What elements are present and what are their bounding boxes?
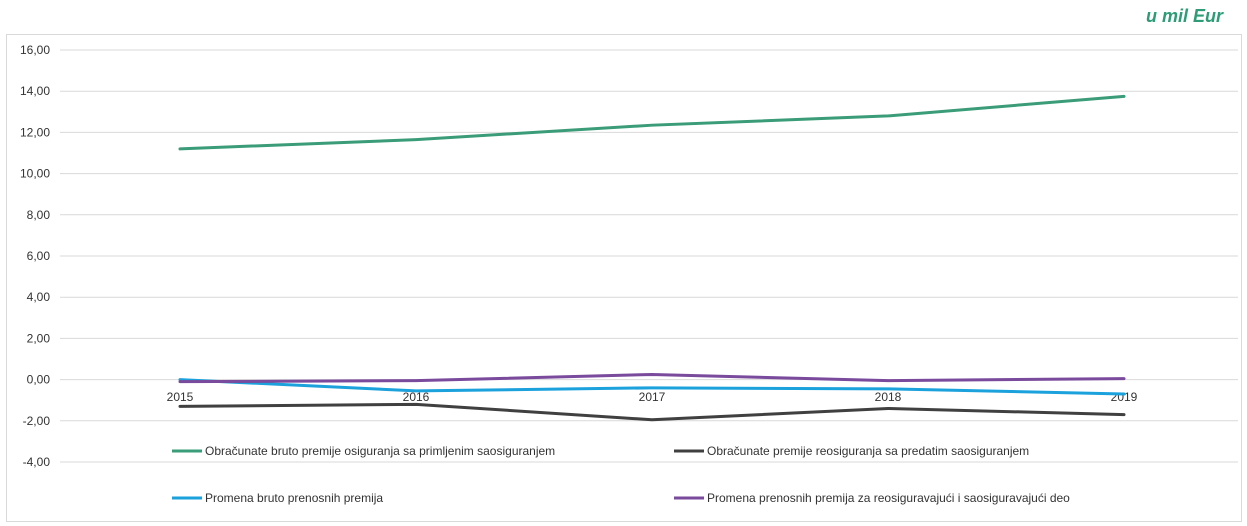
legend-label-1: Obračunate bruto premije osiguranja sa p… <box>205 444 555 458</box>
legend-label-3: Promena bruto prenosnih premija <box>205 491 383 505</box>
series-line-4 <box>178 372 1126 384</box>
series-line-3 <box>178 378 1126 396</box>
legend-label-2: Obračunate premije reosiguranja sa preda… <box>707 444 1029 458</box>
y-tick-label: 12,00 <box>20 125 50 139</box>
y-tick-label: 0,00 <box>27 373 51 387</box>
legend: Obračunate bruto premije osiguranja sa p… <box>172 444 1070 505</box>
x-tick-label: 2018 <box>875 390 902 404</box>
chart-frame <box>6 34 1242 522</box>
y-tick-label: -2,00 <box>23 414 51 428</box>
y-tick-label: 10,00 <box>20 167 50 181</box>
y-tick-label: 14,00 <box>20 84 50 98</box>
series-lines <box>178 94 1126 422</box>
x-tick-label: 2016 <box>403 390 430 404</box>
y-axis-ticks: 16,00 14,00 12,00 10,00 8,00 6,00 4,00 2,00 0,00… <box>20 43 50 469</box>
x-tick-label: 2015 <box>167 390 194 404</box>
series-line-2 <box>178 402 1126 422</box>
legend-label-4: Promena prenosnih premija za reosigurava… <box>707 491 1070 505</box>
y-tick-label: 6,00 <box>27 249 51 263</box>
x-tick-label: 2019 <box>1111 390 1138 404</box>
y-tick-label: -4,00 <box>23 455 51 469</box>
unit-label: u mil Eur <box>1145 6 1223 26</box>
y-tick-label: 4,00 <box>27 290 51 304</box>
series-line-1 <box>178 94 1126 151</box>
y-tick-label: 16,00 <box>20 43 50 57</box>
y-tick-label: 2,00 <box>27 331 51 345</box>
x-tick-label: 2017 <box>639 390 666 404</box>
y-tick-label: 8,00 <box>27 208 51 222</box>
